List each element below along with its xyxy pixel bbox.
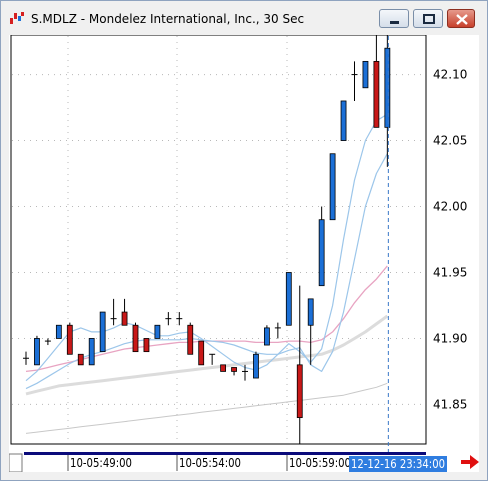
candle-body [263, 327, 270, 346]
y-tick-label: 42.00 [433, 200, 467, 214]
ma-line-gray-thick [25, 314, 389, 396]
candle-body [77, 353, 84, 366]
y-tick-label: 42.05 [433, 134, 467, 148]
candle-body [318, 219, 325, 287]
restore-button[interactable] [413, 9, 443, 28]
candle-body [154, 324, 161, 339]
x-tick-label: 10-05:49:00 [70, 456, 132, 470]
y-tick-label: 41.90 [433, 331, 467, 345]
candle-body [220, 364, 227, 372]
restore-icon [423, 14, 435, 24]
price-chart[interactable]: 42.10 42.05 42.00 41.95 41.90 41.85 10-05:49:0… [8, 28, 479, 474]
candle-body [34, 338, 40, 366]
title-bar[interactable]: S.MDLZ - Mondelez International, Inc., 3… [1, 1, 487, 31]
ma-line-blue-slow [25, 153, 388, 390]
candle-body [307, 298, 314, 326]
time-scroll-box [8, 453, 23, 473]
candle-body [121, 311, 128, 326]
y-tick-label: 41.85 [433, 397, 467, 411]
plot-frame [10, 34, 427, 445]
candle-body [66, 324, 73, 355]
x-tick-label: 10-05:59:00 [289, 456, 351, 470]
close-button[interactable] [447, 9, 475, 28]
crosshair-time-label: 12-12-16 23:34:00 [351, 457, 445, 471]
x-tick-label: 10-05:54:00 [179, 456, 241, 470]
chart-area[interactable]: 42.10 42.05 42.00 41.95 41.90 41.85 10-05:49:0… [8, 28, 479, 474]
crosshair-label-box [349, 456, 447, 472]
candle-body [285, 272, 292, 326]
time-scroll-bar [24, 452, 426, 455]
candle-body [329, 153, 336, 221]
close-icon [456, 14, 468, 25]
candle-body [55, 324, 62, 339]
candle-body [340, 100, 347, 141]
ma-line-blue-fast [25, 113, 388, 382]
candle-body [198, 340, 205, 366]
minimize-button[interactable] [379, 9, 409, 28]
candle-body [88, 338, 95, 366]
candle-body [253, 353, 259, 379]
candle-body [384, 47, 391, 128]
candle-body [373, 60, 380, 128]
candle-body [99, 311, 106, 353]
candle-body [143, 338, 150, 353]
candle-body [187, 324, 194, 355]
candle-body [296, 364, 303, 419]
candle-body [132, 324, 139, 353]
scroll-right-arrow-icon[interactable] [460, 454, 480, 470]
window-title: S.MDLZ - Mondelez International, Inc., 3… [31, 12, 305, 26]
y-tick-label: 41.95 [433, 265, 467, 279]
y-tick-label: 42.10 [433, 68, 467, 82]
ma-line-pink [25, 265, 388, 373]
chart-app-icon [10, 12, 24, 24]
candle-body [231, 367, 237, 372]
candle-body [362, 60, 369, 89]
time-axis-area [9, 452, 438, 474]
minimize-icon [390, 21, 399, 24]
ma-line-gray-thin [25, 382, 388, 434]
